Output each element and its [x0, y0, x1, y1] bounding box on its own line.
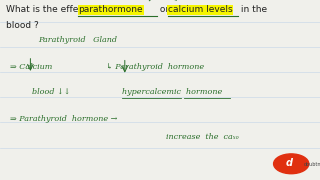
Text: blood ↓↓: blood ↓↓ [32, 88, 70, 96]
Text: ⇒ Parathyroid  hormone →: ⇒ Parathyroid hormone → [10, 115, 117, 123]
Text: What is the effect of: What is the effect of [6, 5, 102, 14]
Text: blood ?: blood ? [6, 21, 39, 30]
Text: d: d [286, 158, 293, 168]
Text: ⇒ Calcium: ⇒ Calcium [10, 63, 52, 71]
Text: hypercalcemic  hormone: hypercalcemic hormone [122, 88, 222, 96]
Circle shape [274, 154, 309, 174]
Text: ↳ Parathyroid  hormone: ↳ Parathyroid hormone [106, 63, 204, 71]
Text: Parathyroid   Gland: Parathyroid Gland [38, 36, 117, 44]
Text: calcium levels: calcium levels [168, 5, 233, 14]
Text: increase  the  caₓₒ: increase the caₓₒ [166, 133, 239, 141]
Text: doubtnut: doubtnut [304, 162, 320, 167]
Text: parathormone: parathormone [78, 5, 143, 14]
Text: in the: in the [238, 5, 268, 14]
Text: on: on [157, 5, 174, 14]
